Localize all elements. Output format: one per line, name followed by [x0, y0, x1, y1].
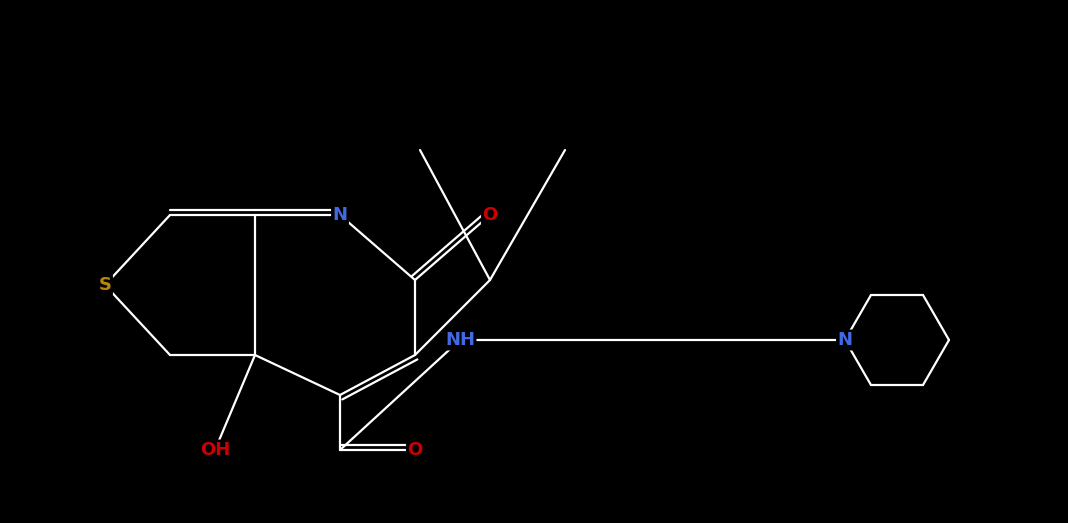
Text: S: S — [98, 276, 111, 294]
Text: O: O — [483, 206, 498, 224]
Text: OH: OH — [200, 441, 230, 459]
Text: N: N — [332, 206, 347, 224]
Text: N: N — [837, 331, 852, 349]
Text: NH: NH — [445, 331, 475, 349]
Text: O: O — [407, 441, 423, 459]
